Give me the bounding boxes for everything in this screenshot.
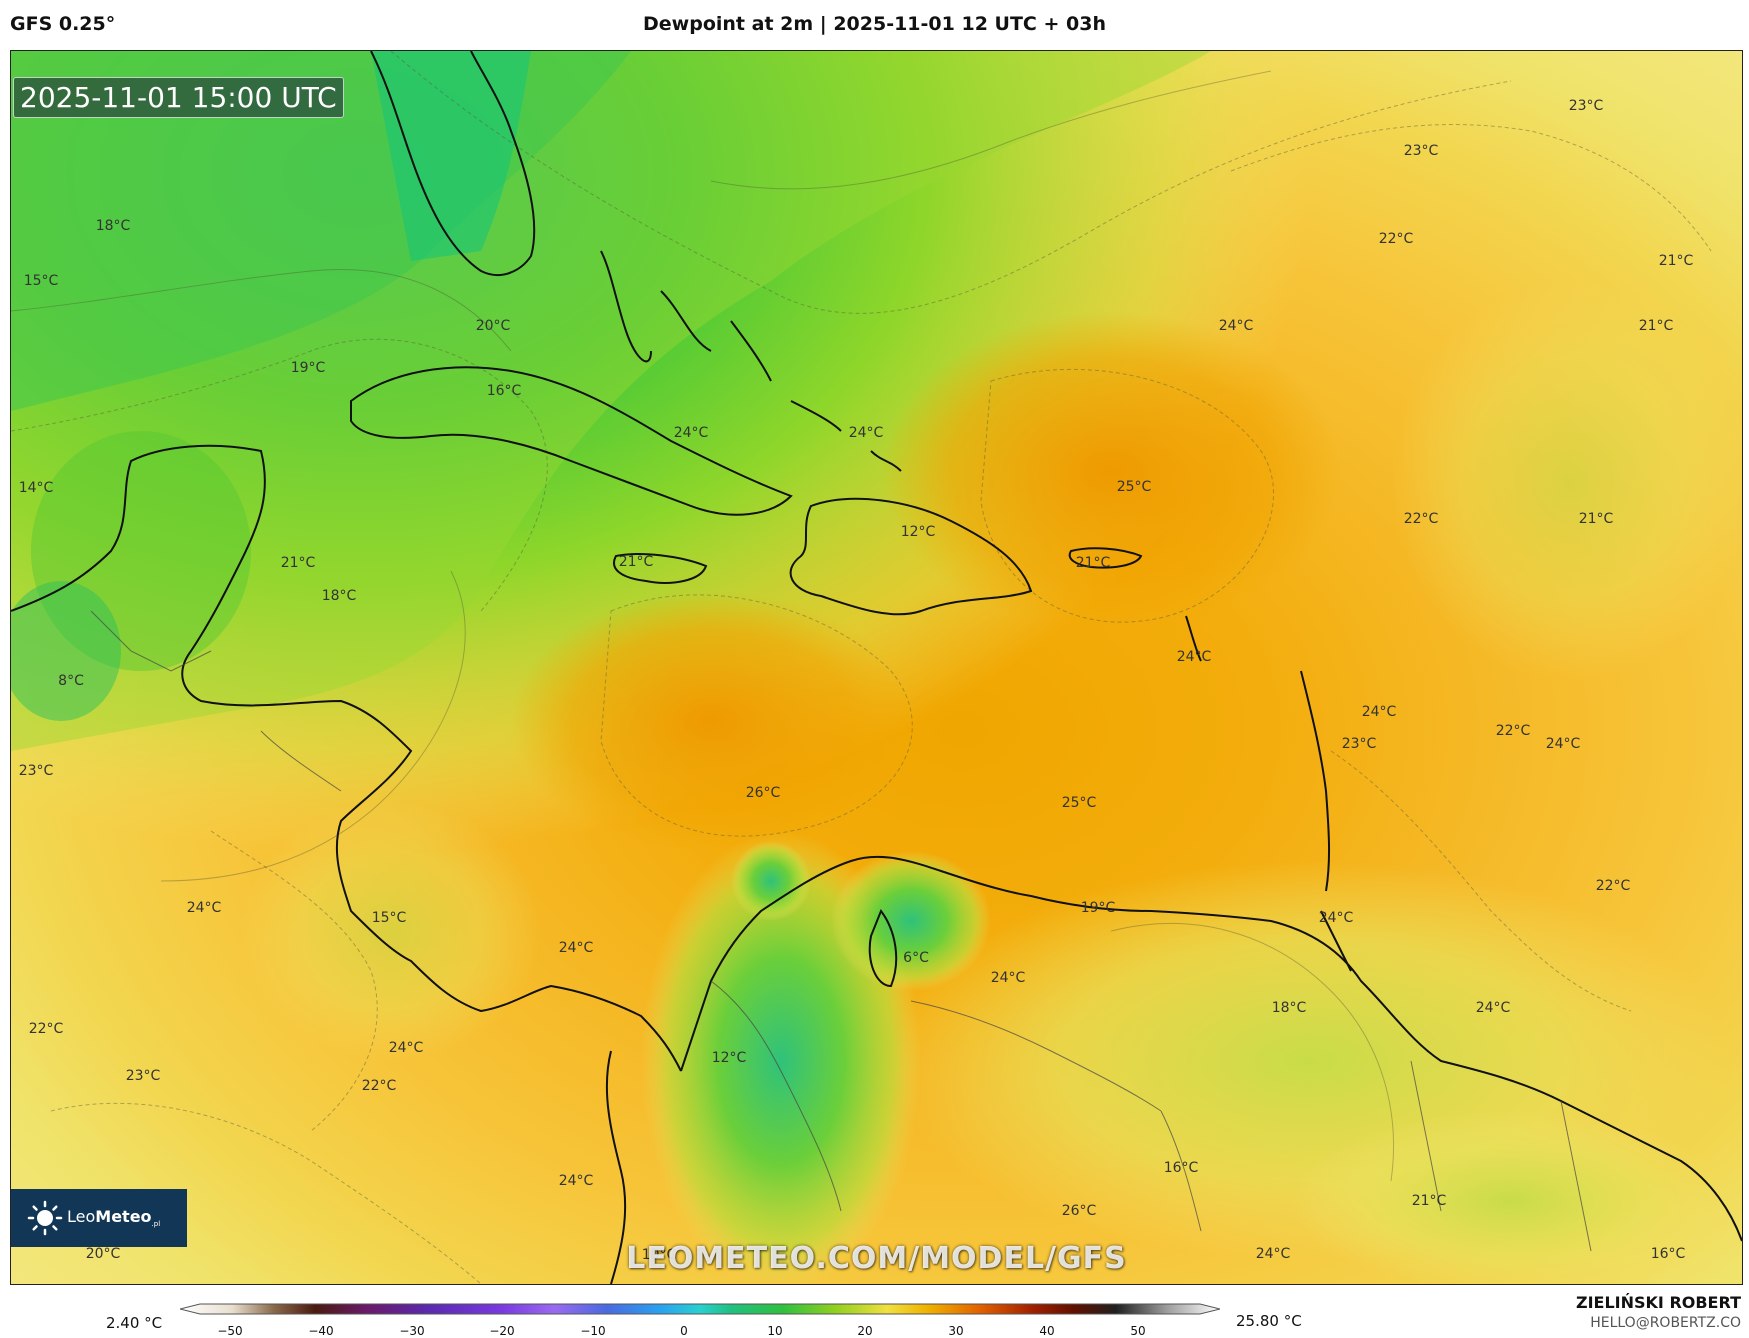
value-label: 21°C: [280, 555, 316, 571]
value-label: 24°C: [558, 1173, 594, 1189]
header: GFS 0.25° Dewpoint at 2m | 2025-11-01 12…: [0, 0, 1749, 50]
value-label: 23°C: [1403, 143, 1439, 159]
value-label: 26°C: [745, 785, 781, 801]
value-label: 24°C: [1255, 1246, 1291, 1262]
value-label: 20°C: [85, 1246, 121, 1262]
value-label: 16°C: [1650, 1246, 1686, 1262]
value-label: 24°C: [388, 1040, 424, 1056]
colorbar-tick: −10: [580, 1324, 606, 1338]
value-label: 19°C: [290, 360, 326, 376]
model-name: GFS 0.25°: [10, 13, 116, 35]
value-label: 21°C: [618, 554, 654, 570]
colorbar-tick: 50: [1130, 1324, 1146, 1338]
sun-icon: [27, 1200, 63, 1236]
logo-wordmark: LeoMeteo.pl: [67, 1207, 161, 1229]
value-label: 8°C: [58, 673, 84, 689]
value-label: 12°C: [711, 1050, 747, 1066]
value-label: 22°C: [1595, 878, 1631, 894]
value-label: 24°C: [1318, 910, 1354, 926]
value-label: 20°C: [475, 318, 511, 334]
value-label: 24°C: [558, 940, 594, 956]
value-label: 18°C: [321, 588, 357, 604]
colorbar-max-value: 25.80 °C: [1236, 1312, 1302, 1330]
footer: 2.40 °C: [0, 1283, 1749, 1338]
author-email[interactable]: HELLO@ROBERTZ.CO: [1590, 1315, 1741, 1331]
dewpoint-map[interactable]: 2025-11-01 15:00 UTC 23°C 23°C 22°C 21°C…: [10, 50, 1743, 1285]
value-label: 22°C: [1495, 723, 1531, 739]
colorbar-tick: −40: [308, 1324, 334, 1338]
value-label: 24°C: [1176, 649, 1212, 665]
value-label: 23°C: [1568, 98, 1604, 114]
colorbar-tick: 0: [680, 1324, 688, 1338]
value-label: 25°C: [1116, 479, 1152, 495]
value-label: 25°C: [1061, 795, 1097, 811]
value-label: 12°C: [900, 524, 936, 540]
value-label: 19°C: [1080, 900, 1116, 916]
leometeo-logo[interactable]: LeoMeteo.pl: [11, 1189, 187, 1247]
value-label: 21°C: [1658, 253, 1694, 269]
value-label: 6°C: [903, 950, 929, 966]
value-label: 23°C: [18, 763, 54, 779]
map-title: Dewpoint at 2m | 2025-11-01 12 UTC + 03h: [643, 13, 1106, 35]
valid-time-badge: 2025-11-01 15:00 UTC: [13, 77, 344, 118]
value-label: 24°C: [848, 425, 884, 441]
source-watermark: LEOMETEO.COM/MODEL/GFS: [626, 1241, 1127, 1276]
author-name: ZIELIŃSKI ROBERT: [1575, 1293, 1741, 1312]
colorbar-tick: 10: [767, 1324, 783, 1338]
value-label: 15°C: [371, 910, 407, 926]
value-label: 22°C: [1403, 511, 1439, 527]
colorbar-tick: 40: [1039, 1324, 1055, 1338]
value-label: 21°C: [1075, 555, 1111, 571]
colorbar-tick: −20: [489, 1324, 515, 1338]
value-label: 24°C: [1218, 318, 1254, 334]
value-label: 15°C: [23, 273, 59, 289]
colorbar-min-value: 2.40 °C: [106, 1314, 163, 1332]
value-label: 16°C: [1163, 1160, 1199, 1176]
value-label: 21°C: [1411, 1193, 1447, 1209]
colorbar-tick: 30: [948, 1324, 964, 1338]
value-label: 26°C: [1061, 1203, 1097, 1219]
colorbar-tick: −50: [217, 1324, 243, 1338]
value-label: 22°C: [361, 1078, 397, 1094]
value-label: 24°C: [1475, 1000, 1511, 1016]
colorbar-ticks: −50 −40 −30 −20 −10 0 10 20 30 40 50: [184, 1324, 1204, 1338]
value-label: 24°C: [186, 900, 222, 916]
value-label: 22°C: [28, 1021, 64, 1037]
value-label: 23°C: [125, 1068, 161, 1084]
value-label: 22°C: [1378, 231, 1414, 247]
value-label: 24°C: [990, 970, 1026, 986]
value-label: 24°C: [1361, 704, 1397, 720]
value-label: 21°C: [1638, 318, 1674, 334]
value-label: 23°C: [1341, 736, 1377, 752]
value-label: 21°C: [1578, 511, 1614, 527]
value-label: 10°C: [641, 1247, 677, 1263]
map-field: [11, 51, 1742, 1284]
value-label: 18°C: [95, 218, 131, 234]
colorbar-tick: 20: [857, 1324, 873, 1338]
colorbar: [180, 1303, 1220, 1315]
value-label: 18°C: [1271, 1000, 1307, 1016]
value-label: 16°C: [486, 383, 522, 399]
value-label: 24°C: [1545, 736, 1581, 752]
value-label: 24°C: [673, 425, 709, 441]
value-label: 14°C: [18, 480, 54, 496]
colorbar-tick: −30: [399, 1324, 425, 1338]
